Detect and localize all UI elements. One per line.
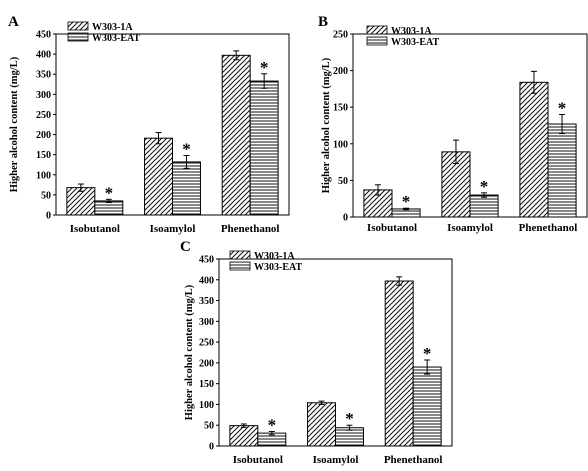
legend-swatch-w303-1a: [67, 21, 89, 31]
significance-marker: *: [345, 409, 354, 428]
bar-w303-eat: [412, 366, 442, 447]
significance-marker: *: [480, 177, 489, 196]
legend-label: W303-EAT: [92, 33, 140, 44]
legend-label: W303-EAT: [391, 37, 439, 48]
y-tick-label: 150: [199, 379, 214, 390]
significance-marker: *: [105, 183, 114, 202]
y-tick-label: 200: [36, 130, 51, 141]
panel-label: A: [8, 14, 19, 30]
panel-label: B: [318, 14, 328, 30]
y-tick-label: 300: [199, 317, 214, 328]
bar-w303-1a: [519, 81, 549, 218]
panel-b: B Higher alcohol content (mg/L) 0 50 100 150 2…: [318, 14, 588, 234]
significance-marker: *: [423, 344, 432, 363]
y-tick-label: 450: [36, 30, 51, 41]
x-tick-label: Isoamylol: [150, 223, 196, 235]
panel-c: C Higher alcohol content (mg/L) 0 50 100 150 2…: [180, 239, 453, 466]
bar-w303-1a: [229, 425, 259, 447]
bar-w303-eat: [547, 123, 577, 218]
panel-a: A Higher alcohol content (mg/L) 0 50 100 150 2…: [8, 14, 290, 235]
significance-marker: *: [268, 415, 277, 434]
bar-w303-eat: [249, 80, 279, 216]
y-tick-label: 450: [199, 255, 214, 266]
x-tick-label: Phenethanol: [384, 454, 443, 466]
y-tick-label: 50: [41, 190, 51, 201]
y-tick-label: 0: [343, 213, 348, 224]
x-tick-label: Isobutanol: [70, 223, 120, 235]
y-axis-label: Higher alcohol content (mg/L): [321, 57, 332, 193]
legend-label: W303-1A: [254, 251, 295, 262]
y-tick-label: 200: [199, 358, 214, 369]
y-tick-label: 100: [333, 139, 348, 150]
y-tick-label: 100: [199, 400, 214, 411]
y-tick-label: 200: [333, 66, 348, 77]
legend-swatch-w303-eat: [366, 36, 388, 46]
y-tick-label: 250: [333, 30, 348, 41]
y-tick-label: 400: [36, 50, 51, 61]
x-tick-label: Phenethanol: [519, 222, 578, 234]
y-tick-label: 150: [36, 150, 51, 161]
y-tick-label: 250: [36, 110, 51, 121]
panel-label: C: [180, 239, 191, 255]
legend-label: W303-1A: [391, 26, 432, 37]
y-tick-label: 50: [204, 421, 214, 432]
y-tick-label: 350: [199, 296, 214, 307]
significance-marker: *: [182, 139, 191, 158]
bar-w303-1a: [384, 280, 414, 447]
y-axis-label: Higher alcohol content (mg/L): [184, 284, 195, 420]
legend-swatch-w303-eat: [67, 32, 89, 42]
y-tick-label: 300: [36, 90, 51, 101]
bar-w303-eat: [469, 194, 499, 218]
bar-w303-eat: [94, 200, 124, 216]
y-tick-label: 250: [199, 338, 214, 349]
legend-label: W303-EAT: [254, 262, 302, 273]
bar-w303-1a: [66, 187, 96, 216]
x-tick-label: Isoamylol: [313, 454, 359, 466]
x-tick-label: Isobutanol: [367, 222, 417, 234]
y-tick-label: 50: [338, 176, 348, 187]
legend-swatch-w303-1a: [229, 250, 251, 260]
significance-marker: *: [260, 58, 269, 77]
y-tick-label: 0: [46, 211, 51, 222]
significance-marker: *: [558, 99, 567, 118]
x-tick-label: Isobutanol: [233, 454, 283, 466]
y-tick-label: 350: [36, 70, 51, 81]
x-tick-label: Phenethanol: [221, 223, 280, 235]
y-tick-label: 0: [209, 442, 214, 453]
bar-w303-eat: [172, 161, 201, 216]
y-tick-label: 150: [333, 103, 348, 114]
bar-w303-1a: [307, 402, 337, 447]
bar-w303-1a: [221, 54, 251, 216]
x-tick-label: Isoamylol: [447, 222, 493, 234]
legend-swatch-w303-1a: [366, 25, 388, 35]
y-tick-label: 100: [36, 170, 51, 181]
legend-label: W303-1A: [92, 22, 133, 33]
significance-marker: *: [402, 192, 411, 211]
y-tick-label: 400: [199, 275, 214, 286]
y-axis-label: Higher alcohol content (mg/L): [9, 56, 20, 192]
bar-w303-1a: [144, 137, 173, 216]
legend-swatch-w303-eat: [229, 261, 251, 271]
